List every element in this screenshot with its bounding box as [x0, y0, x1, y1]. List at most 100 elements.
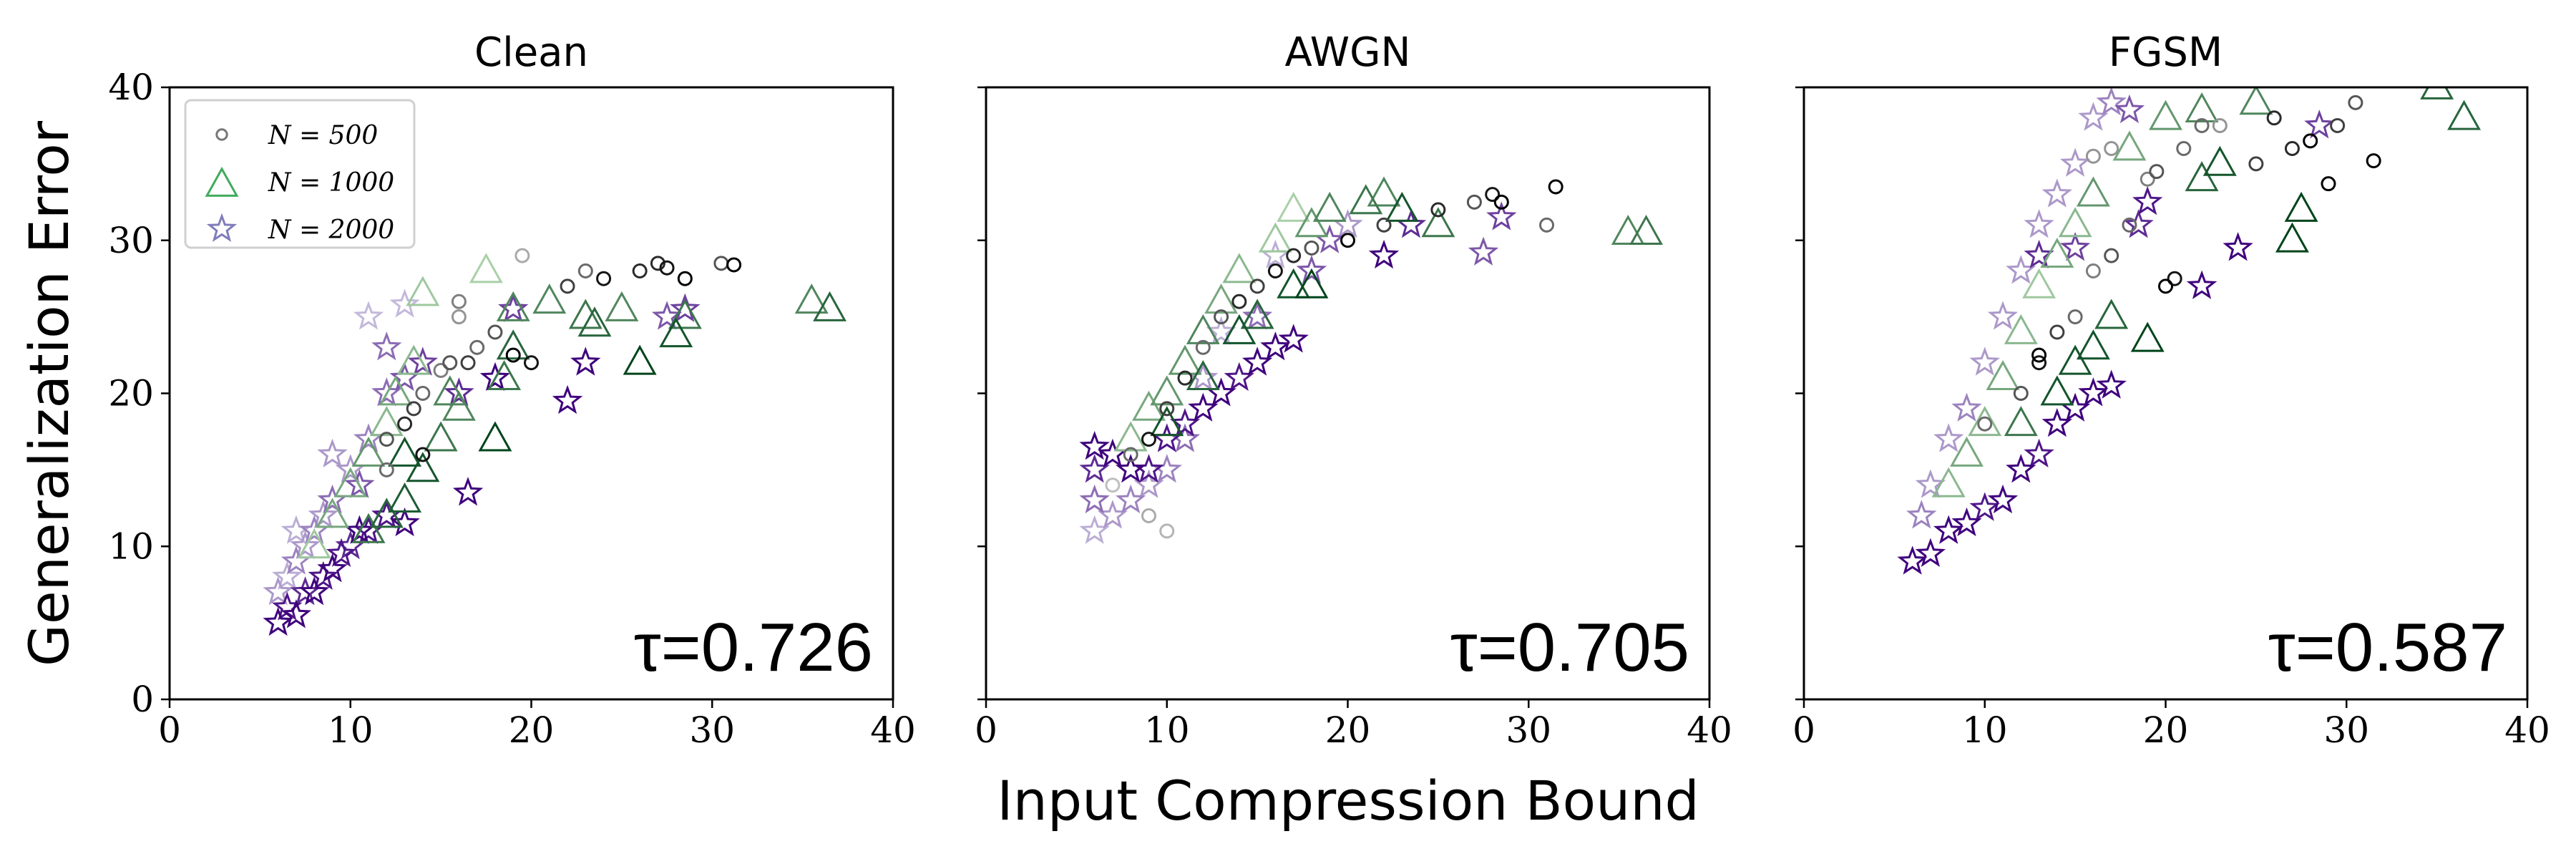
- data-point-n1000: [1385, 191, 1419, 222]
- data-point-n500: [1177, 370, 1193, 386]
- data-point-n2000: [1188, 392, 1219, 422]
- data-point-n2000: [2059, 392, 2091, 422]
- data-point-n2000: [2041, 408, 2073, 437]
- data-point-n1000: [2004, 406, 2038, 437]
- data-point-n1000: [1950, 436, 1984, 467]
- data-point-n500: [1548, 179, 1563, 195]
- data-point-n1000: [1611, 214, 1645, 245]
- data-point-n1000: [532, 283, 567, 314]
- data-point-n500: [406, 401, 421, 417]
- data-point-n2000: [2078, 102, 2109, 131]
- data-point-n1000: [1222, 314, 1257, 344]
- data-point-n2000: [1915, 469, 1946, 498]
- data-point-n500: [560, 278, 575, 294]
- legend: N = 500 N = 1000 N = 2000: [184, 99, 416, 249]
- data-point-n2000: [290, 576, 321, 606]
- x-tick-label: 30: [689, 709, 735, 751]
- data-point-n500: [2284, 141, 2300, 156]
- x-tick-label: 0: [975, 709, 997, 751]
- data-point-n500: [2212, 117, 2228, 133]
- legend-label: N = 500: [268, 121, 378, 150]
- data-point-n500: [1493, 194, 1509, 210]
- data-point-n500: [1141, 432, 1156, 447]
- data-point-n500: [1267, 263, 1283, 278]
- data-point-n1000: [577, 306, 612, 337]
- x-tick-label: 0: [158, 709, 181, 751]
- data-point-n500: [632, 263, 648, 278]
- x-tick-label: 0: [1792, 709, 1815, 751]
- data-point-n2000: [1933, 423, 1964, 452]
- data-point-n1000: [1931, 467, 1966, 498]
- data-point-n1000: [2420, 87, 2454, 100]
- data-point-n500: [442, 355, 458, 371]
- data-point-n1000: [568, 299, 602, 329]
- panels: Clean 0 10 20 30 40 0 10 20 30 40 τ=0.726 AWGN 0 10 20 3…: [108, 29, 2550, 751]
- data-point-n2000: [1987, 301, 2019, 330]
- legend-item: N = 500: [215, 121, 378, 150]
- data-point-n2000: [2132, 186, 2163, 215]
- data-point-n500: [2149, 164, 2165, 180]
- data-point-n1000: [1968, 406, 2002, 437]
- data-point-n500: [713, 256, 729, 271]
- data-point-n2000: [1915, 538, 1946, 567]
- data-point-n1000: [1186, 314, 1220, 344]
- data-point-n2000: [1296, 255, 1327, 284]
- data-point-n1000: [406, 276, 440, 306]
- data-point-n500: [2194, 117, 2210, 133]
- kendall-tau-annotation: τ=0.587: [2268, 609, 2507, 686]
- data-point-n500: [1539, 217, 1555, 233]
- data-point-n500: [2321, 176, 2336, 192]
- y-tick-label: 10: [108, 525, 154, 567]
- series-n1000: [1113, 176, 1663, 452]
- panel-title: AWGN: [1285, 29, 1411, 76]
- data-point-n2000: [2024, 239, 2054, 269]
- data-point-n2000: [2041, 178, 2073, 208]
- series-n500: [379, 248, 742, 477]
- series-n1000: [1931, 87, 2481, 498]
- x-tick-label: 40: [1687, 709, 1732, 751]
- circle-icon: [215, 128, 228, 141]
- data-point-n1000: [1986, 360, 2020, 391]
- data-point-n500: [2122, 217, 2137, 233]
- data-point-n2000: [2223, 232, 2253, 261]
- x-tick-label: 20: [1325, 709, 1371, 751]
- data-point-n1000: [1186, 360, 1220, 391]
- data-point-n2000: [552, 384, 583, 414]
- markers: [1079, 176, 1663, 544]
- data-point-n500: [1977, 416, 1993, 432]
- kendall-tau-annotation: τ=0.705: [1450, 609, 1689, 686]
- data-point-n1000: [1132, 390, 1166, 421]
- markers: [263, 248, 847, 636]
- data-point-n2000: [326, 538, 357, 567]
- series-n2000: [263, 288, 701, 636]
- legend-item: N = 1000: [205, 166, 394, 198]
- data-point-n1000: [424, 421, 458, 452]
- data-point-n2000: [389, 288, 420, 318]
- data-point-n1000: [1204, 283, 1239, 314]
- data-point-n1000: [605, 291, 639, 321]
- y-tick-label: 0: [131, 679, 154, 720]
- data-point-n500: [2031, 355, 2047, 371]
- data-point-n500: [2266, 110, 2282, 126]
- data-point-n2000: [670, 293, 701, 322]
- data-point-n500: [2104, 248, 2119, 263]
- data-point-n2000: [389, 507, 420, 537]
- data-point-n2000: [2078, 377, 2109, 407]
- data-point-n2000: [1951, 392, 1982, 422]
- data-point-n1000: [351, 513, 386, 543]
- data-point-n1000: [1349, 184, 1383, 215]
- data-point-n2000: [1079, 484, 1110, 514]
- data-point-n1000: [369, 406, 404, 437]
- data-point-n2000: [1969, 492, 2001, 521]
- data-point-n500: [1304, 240, 1319, 256]
- data-point-n500: [524, 355, 539, 371]
- data-point-n500: [577, 263, 593, 278]
- data-point-n1000: [1312, 191, 1347, 222]
- data-point-n1000: [1367, 176, 1401, 207]
- panel-clean: Clean 0 10 20 30 40 0 10 20 30 40 τ=0.726: [108, 29, 915, 751]
- data-point-n1000: [2112, 130, 2147, 161]
- series-n1000: [297, 253, 847, 559]
- data-point-n1000: [316, 498, 349, 528]
- data-point-n1000: [396, 344, 431, 375]
- data-point-n2000: [479, 361, 511, 392]
